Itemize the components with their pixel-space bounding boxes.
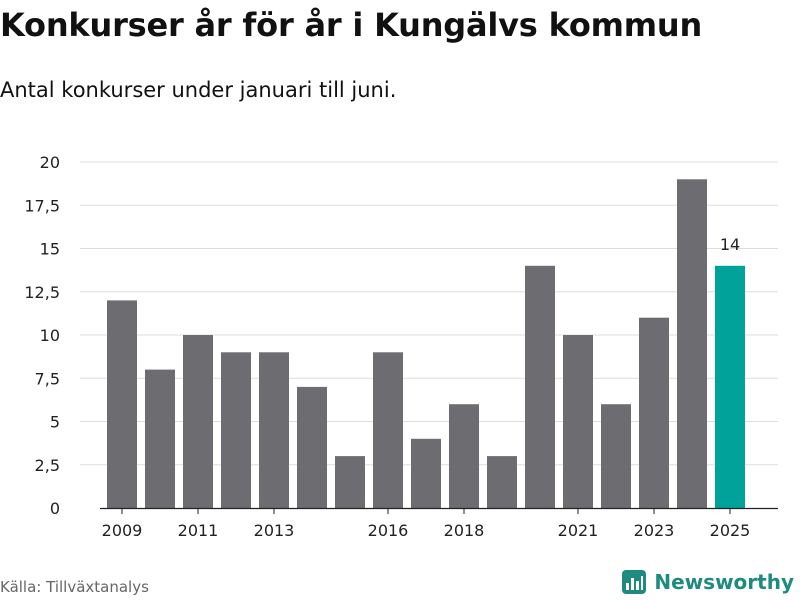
bar-2022	[601, 404, 631, 508]
y-tick-label: 17,5	[24, 196, 60, 215]
y-axis-ticks: 0 2,5 5 7,5 10 12,5 15 17,5 20	[24, 153, 60, 518]
bars	[107, 179, 745, 509]
source-note: Källa: Tillväxtanalys	[0, 578, 149, 596]
y-tick-label: 0	[50, 499, 60, 518]
x-tick-label: 2013	[254, 521, 295, 540]
bar-2018	[449, 404, 479, 508]
x-tick-label: 2018	[444, 521, 485, 540]
page-title: Konkurser år för år i Kungälvs kommun	[0, 6, 703, 44]
x-tick-label: 2009	[102, 521, 143, 540]
y-tick-label: 10	[40, 326, 60, 345]
bar-2013	[259, 352, 289, 508]
bar-2023	[639, 317, 669, 508]
y-tick-label: 20	[40, 153, 60, 172]
y-tick-label: 15	[40, 240, 60, 259]
x-axis-ticks: 2009 2011 2013 2016 2018 2021 2023 2025	[102, 508, 751, 540]
bar-2015	[335, 456, 365, 508]
y-tick-label: 5	[50, 413, 60, 432]
x-tick-label: 2025	[710, 521, 751, 540]
bar-2010	[145, 369, 175, 508]
bar-chart-logo-icon	[622, 570, 647, 594]
bar-2012	[221, 352, 251, 508]
bar-2014	[297, 386, 327, 508]
bar-2021	[563, 335, 593, 508]
y-tick-label: 7,5	[35, 369, 60, 388]
data-label-2025: 14	[720, 235, 740, 254]
bar-2017	[411, 438, 441, 508]
bar-2009	[107, 300, 137, 508]
brand-label: Newsworthy	[654, 570, 794, 594]
x-tick-label: 2011	[178, 521, 219, 540]
y-tick-label: 2,5	[35, 456, 60, 475]
bar-2016	[373, 352, 403, 508]
bar-2020	[525, 265, 555, 508]
x-tick-label: 2021	[558, 521, 599, 540]
y-tick-label: 12,5	[24, 283, 60, 302]
page-subtitle: Antal konkurser under januari till juni.	[0, 78, 397, 102]
brand-logo: Newsworthy	[622, 570, 794, 594]
bar-2025	[715, 265, 745, 508]
bar-2024	[677, 179, 707, 509]
data-labels: 14	[720, 235, 740, 254]
bar-2019	[487, 456, 517, 508]
x-tick-label: 2023	[634, 521, 675, 540]
bar-2011	[183, 335, 213, 508]
x-tick-label: 2016	[368, 521, 409, 540]
